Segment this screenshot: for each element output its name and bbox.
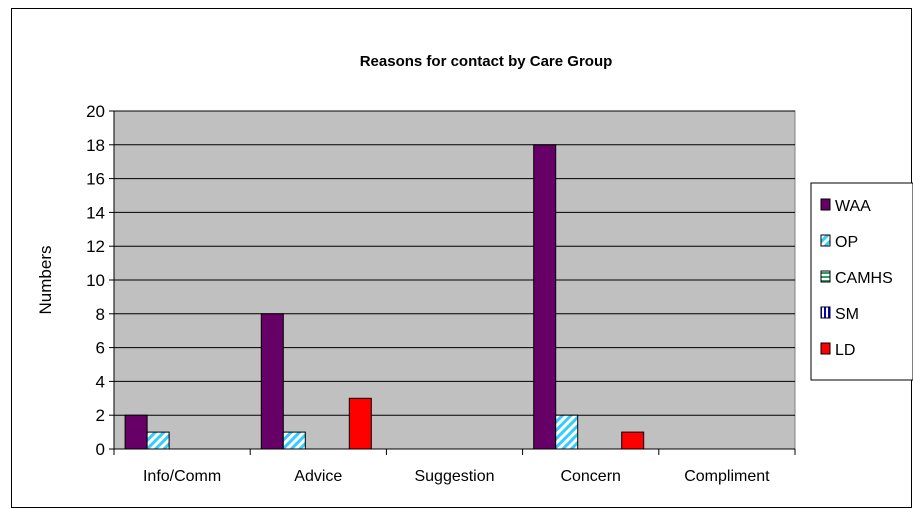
y-tick-label: 18 [86,136,105,155]
legend-label-camhs: CAMHS [835,270,893,287]
x-tick-label: Concern [560,468,620,485]
chart-title: Reasons for contact by Care Group [360,53,613,70]
legend-swatch-waa [820,198,831,211]
y-tick-label: 6 [96,339,105,358]
x-tick-label: Advice [294,468,342,485]
legend-swatch-op [820,234,831,247]
bar-op-advice [282,431,306,450]
plot-area: 0 2 4 6 8 10 12 14 16 18 20 Info/Comm Advice Suggesti… [86,102,796,485]
x-tick-label: Compliment [684,468,770,485]
y-tick-label: 0 [96,440,105,459]
y-tick-label: 16 [86,170,105,189]
legend-label-sm: SM [835,306,859,323]
bar-waa-concern [533,144,557,450]
bar-op-concern [555,414,579,450]
bar-waa-info-comm [124,414,148,450]
x-tick-label: Suggestion [414,468,494,485]
legend-swatch-sm [820,306,831,319]
y-tick-label: 14 [86,203,105,222]
y-tick-label: 12 [86,237,105,256]
y-tick-label: 8 [96,305,105,324]
legend-label-ld: LD [835,342,855,359]
legend-label-waa: WAA [835,198,871,215]
y-tick-label: 20 [86,102,105,121]
x-tick-label: Info/Comm [143,468,221,485]
legend-swatch-camhs [820,270,831,283]
bar-ld-advice [348,397,372,450]
y-tick-label: 2 [96,406,105,425]
y-tick-label: 10 [86,271,105,290]
bar-ld-concern [621,431,645,450]
bar-waa-advice [260,313,284,450]
legend-swatch-ld [820,342,831,355]
y-tick-label: 4 [96,372,105,391]
legend: WAA OP CAMHS SM LD [810,182,913,381]
bar-op-info-comm [146,431,170,450]
y-axis-label: Numbers [36,246,55,315]
legend-label-op: OP [835,234,858,251]
